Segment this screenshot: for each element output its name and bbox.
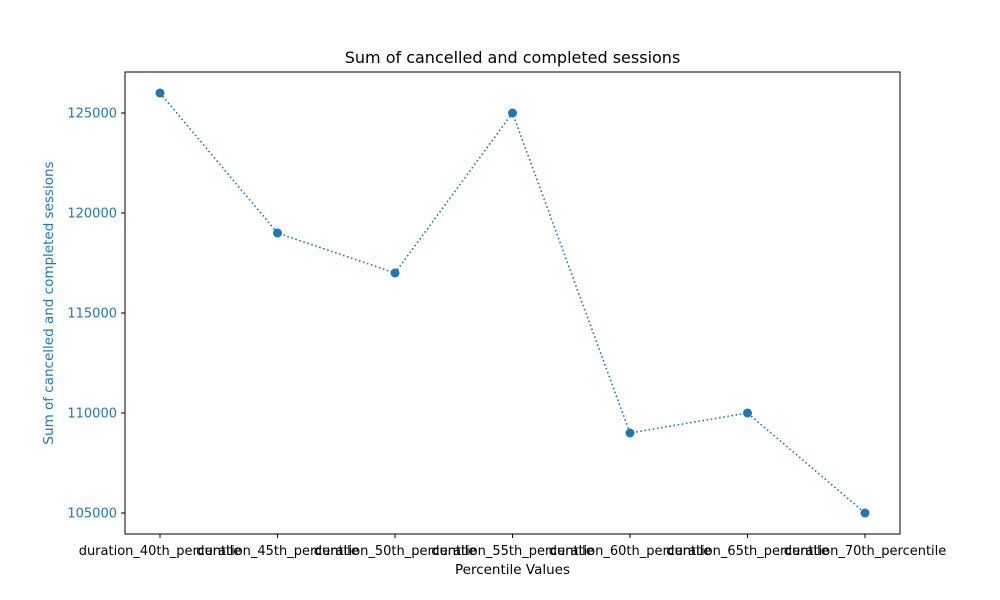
- series-markers: [155, 88, 870, 518]
- y-tick-label: 115000: [67, 307, 117, 322]
- data-point-3: [390, 268, 400, 278]
- y-tick-label: 110000: [67, 407, 117, 422]
- x-tick-label: duration_65th_percentile: [666, 544, 829, 559]
- y-tick-label: 125000: [67, 107, 117, 122]
- y-axis-label: Sum of cancelled and completed sessions: [41, 161, 57, 444]
- x-tick-label: duration_40th_percentile: [79, 544, 242, 559]
- data-point-7: [860, 508, 870, 518]
- data-point-1: [155, 88, 165, 98]
- data-point-4: [508, 108, 517, 118]
- x-tick-label: duration_70th_percentile: [784, 544, 947, 559]
- data-point-2: [273, 228, 282, 238]
- y-tick-label: 105000: [67, 507, 117, 522]
- x-tick-label: duration_50th_percentile: [314, 544, 477, 559]
- x-tick-label: duration_45th_percentile: [196, 544, 359, 559]
- x-axis-ticks: duration_40th_percentileduration_45th_pe…: [79, 534, 947, 559]
- data-point-6: [743, 408, 752, 418]
- x-tick-label: duration_55th_percentile: [431, 544, 594, 559]
- x-tick-label: duration_60th_percentile: [549, 544, 712, 559]
- data-point-5: [625, 428, 635, 438]
- y-axis-ticks: 105000 110000 115000 120000 125000: [67, 107, 125, 522]
- plot-frame: [124, 71, 901, 535]
- plot-area: [125, 72, 900, 534]
- x-axis-label: Percentile Values: [455, 562, 570, 578]
- y-tick-label: 120000: [67, 207, 117, 222]
- chart-title: Sum of cancelled and completed sessions: [345, 48, 681, 67]
